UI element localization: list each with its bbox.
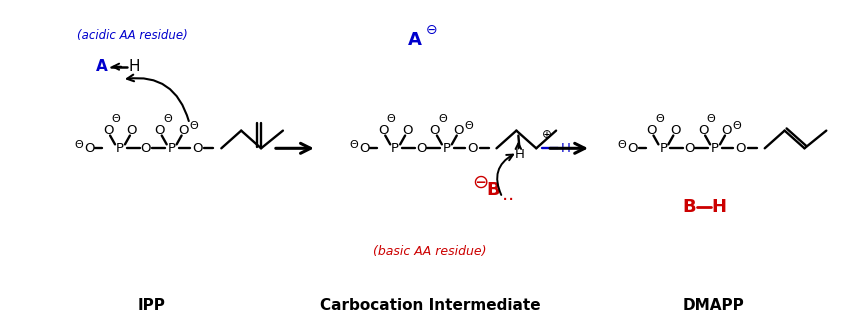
Text: H: H xyxy=(128,59,139,74)
Text: IPP: IPP xyxy=(138,298,165,313)
Text: O: O xyxy=(402,124,413,137)
Text: O: O xyxy=(647,124,657,137)
Text: Θ: Θ xyxy=(655,114,663,124)
Text: .: . xyxy=(508,185,515,204)
Text: O: O xyxy=(178,124,189,137)
Text: O: O xyxy=(154,124,165,137)
Text: Θ: Θ xyxy=(387,114,396,124)
Text: Θ: Θ xyxy=(706,114,716,124)
Text: Carbocation Intermediate: Carbocation Intermediate xyxy=(320,298,540,313)
Text: H: H xyxy=(711,198,727,216)
Text: Θ: Θ xyxy=(349,140,358,151)
Text: Θ: Θ xyxy=(464,121,473,131)
Text: O: O xyxy=(141,142,151,155)
Text: Θ: Θ xyxy=(74,140,83,151)
Text: O: O xyxy=(722,124,733,137)
Text: O: O xyxy=(430,124,441,137)
Text: O: O xyxy=(468,142,478,155)
Text: O: O xyxy=(670,124,680,137)
Text: O: O xyxy=(360,142,370,155)
Text: P: P xyxy=(659,142,668,155)
Text: ⊖: ⊖ xyxy=(473,172,489,191)
Text: ⊖: ⊖ xyxy=(426,23,438,37)
Text: P: P xyxy=(116,142,124,155)
Text: O: O xyxy=(127,124,138,137)
Text: O: O xyxy=(416,142,426,155)
Text: P: P xyxy=(168,142,176,155)
Text: (basic AA residue): (basic AA residue) xyxy=(373,245,487,258)
Text: Θ: Θ xyxy=(163,114,172,124)
Text: O: O xyxy=(627,142,638,155)
Text: Θ: Θ xyxy=(617,140,626,151)
Text: H: H xyxy=(561,142,571,155)
Text: ⊕: ⊕ xyxy=(542,128,552,141)
Text: A: A xyxy=(96,59,108,74)
Text: O: O xyxy=(192,142,203,155)
Text: Θ: Θ xyxy=(189,121,197,131)
Text: (acidic AA residue): (acidic AA residue) xyxy=(78,29,188,42)
Text: B: B xyxy=(683,198,696,216)
Text: DMAPP: DMAPP xyxy=(682,298,744,313)
Text: O: O xyxy=(378,124,388,137)
Text: O: O xyxy=(84,142,95,155)
Text: O: O xyxy=(453,124,464,137)
Text: Θ: Θ xyxy=(733,121,741,131)
Text: P: P xyxy=(391,142,399,155)
Text: .: . xyxy=(502,185,509,204)
Text: H: H xyxy=(514,148,524,161)
Text: B: B xyxy=(487,180,500,198)
Text: O: O xyxy=(736,142,746,155)
Text: Θ: Θ xyxy=(111,114,121,124)
Text: O: O xyxy=(698,124,708,137)
Text: P: P xyxy=(711,142,719,155)
Text: O: O xyxy=(103,124,113,137)
Text: P: P xyxy=(443,142,451,155)
Text: O: O xyxy=(684,142,695,155)
Text: A: A xyxy=(408,31,422,49)
Text: Θ: Θ xyxy=(439,114,447,124)
